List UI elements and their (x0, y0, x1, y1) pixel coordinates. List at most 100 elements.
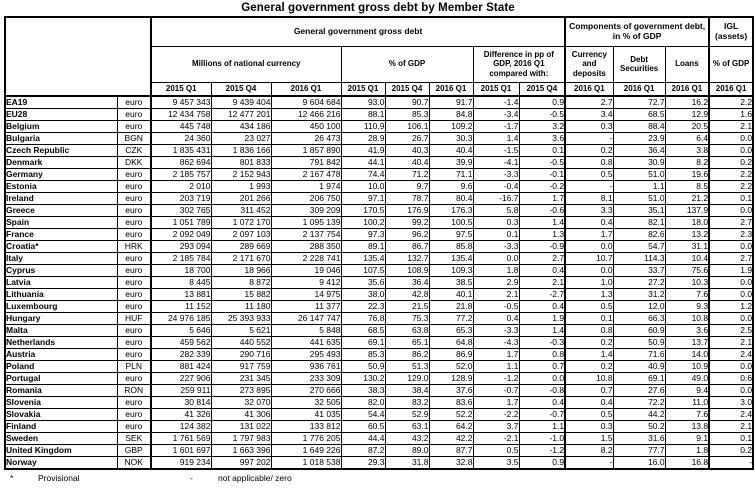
value-cell-millions-2015q4: 1 072 170 (210, 216, 272, 229)
value-cell-debt-securities-2016q1: 77.7 (612, 444, 666, 457)
currency-cell: euro (116, 192, 152, 205)
value-cell-millions-2015q4: 997 202 (210, 456, 272, 470)
value-cell-debt-securities-2016q1: 36.4 (612, 144, 666, 157)
value-cell-diff-vs-2015q4: 1.1 (518, 420, 566, 433)
value-cell-diff-vs-2015q4: 3.6 (518, 132, 566, 145)
value-cell-millions-2015q1: 2 185 757 (150, 168, 212, 181)
value-cell-millions-2016q1: 270 666 (270, 384, 342, 397)
currency-cell: DKK (116, 156, 152, 169)
value-cell-debt-securities-2016q1: 31.2 (612, 288, 666, 301)
value-cell-loans-2016q1: 3.6 (664, 324, 710, 337)
value-cell-diff-vs-2015q4: -0.9 (518, 240, 566, 253)
value-cell-igl-2016q1: 2.1 (708, 336, 754, 349)
value-cell-debt-securities-2016q1: 27.6 (612, 384, 666, 397)
currency-cell: euro (116, 396, 152, 409)
value-cell-loans-2016q1: 49.0 (664, 372, 710, 385)
value-cell-pct-gdp-2015q4: 63.1 (384, 420, 430, 433)
value-cell-debt-securities-2016q1: 72.7 (612, 95, 666, 109)
value-cell-pct-gdp-2015q1: 76.8 (340, 312, 386, 325)
table-row: Estonia euro 2 010 1 993 1 974 10.0 9.7 9.6 -0.4… (4, 180, 754, 193)
value-cell-millions-2016q1: 12 466 216 (270, 108, 342, 121)
value-cell-diff-vs-2015q1: -1.2 (472, 372, 520, 385)
value-cell-igl-2016q1: 2.2 (708, 95, 754, 109)
value-cell-millions-2015q4: 311 452 (210, 204, 272, 217)
country-cell: Sweden (4, 432, 118, 445)
value-cell-pct-gdp-2015q4: 36.4 (384, 276, 430, 289)
value-cell-debt-securities-2016q1: 33.7 (612, 264, 666, 277)
table-row: Poland PLN 881 424 917 759 936 761 50.9 51.3 52… (4, 360, 754, 373)
value-cell-currency-deposits-2016q1: 0.0 (564, 264, 614, 277)
value-cell-pct-gdp-2016q1: 71.1 (428, 168, 474, 181)
page-title: General government gross debt by Member … (241, 2, 515, 14)
table-row: Sweden SEK 1 761 569 1 797 983 1 776 205 44.4… (4, 432, 754, 445)
value-cell-pct-gdp-2015q1: 100.2 (340, 216, 386, 229)
value-cell-millions-2015q4: 201 266 (210, 192, 272, 205)
value-cell-millions-2015q4: 917 759 (210, 360, 272, 373)
value-cell-millions-2015q1: 124 382 (150, 420, 212, 433)
value-cell-diff-vs-2015q1: 0.0 (472, 252, 520, 265)
value-cell-loans-2016q1: 10.9 (664, 360, 710, 373)
value-cell-igl-2016q1: 0.2 (708, 444, 754, 457)
country-cell: Finland (4, 420, 118, 433)
value-cell-igl-2016q1: 0.0 (708, 360, 754, 373)
value-cell-diff-vs-2015q4: 0.4 (518, 396, 566, 409)
value-cell-igl-2016q1: 2.4 (708, 408, 754, 421)
value-cell-pct-gdp-2016q1: 135.4 (428, 252, 474, 265)
value-cell-pct-gdp-2015q1: 110.9 (340, 120, 386, 133)
footnote-symbol-provisional: * (10, 473, 14, 483)
value-cell-loans-2016q1: 14.0 (664, 348, 710, 361)
value-cell-millions-2015q4: 1 993 (210, 180, 272, 193)
value-cell-debt-securities-2016q1: 82.1 (612, 216, 666, 229)
value-cell-pct-gdp-2015q4: 40.4 (384, 156, 430, 169)
value-cell-millions-2016q1: 41 035 (270, 408, 342, 421)
value-cell-millions-2016q1: 1 095 139 (270, 216, 342, 229)
value-cell-pct-gdp-2016q1: 85.8 (428, 240, 474, 253)
value-cell-millions-2015q4: 41 306 (210, 408, 272, 421)
value-cell-millions-2015q1: 11 152 (150, 300, 212, 313)
quarter-label-millions-2015q1: 2015 Q1 (150, 81, 212, 97)
value-cell-currency-deposits-2016q1: 3.3 (564, 204, 614, 217)
quarter-label-diff-vs-2015q4: 2015 Q4 (518, 81, 566, 97)
value-cell-millions-2015q1: 1 761 569 (150, 432, 212, 445)
value-cell-currency-deposits-2016q1: - (564, 180, 614, 193)
report-page: General government gross debt by Member … (4, 2, 755, 483)
value-cell-diff-vs-2015q4: 0.7 (518, 360, 566, 373)
value-cell-igl-2016q1: - (708, 456, 754, 470)
value-cell-diff-vs-2015q1: -2.1 (472, 432, 520, 445)
value-cell-pct-gdp-2015q4: 86.2 (384, 348, 430, 361)
quarter-label-loans-2016q1: 2016 Q1 (664, 81, 710, 97)
value-cell-igl-2016q1: 1.9 (708, 264, 754, 277)
value-cell-millions-2015q1: 293 094 (150, 240, 212, 253)
country-cell: Slovakia (4, 408, 118, 421)
value-cell-currency-deposits-2016q1: 10.7 (564, 252, 614, 265)
value-cell-pct-gdp-2015q1: 50.9 (340, 360, 386, 373)
value-cell-pct-gdp-2016q1: 176.3 (428, 204, 474, 217)
value-cell-pct-gdp-2015q1: 38.3 (340, 384, 386, 397)
value-cell-diff-vs-2015q4: -0.6 (518, 204, 566, 217)
value-cell-igl-2016q1: 1.2 (708, 300, 754, 313)
value-cell-millions-2016q1: 309 209 (270, 204, 342, 217)
value-cell-igl-2016q1: 3.0 (708, 396, 754, 409)
currency-cell: RON (116, 384, 152, 397)
value-cell-diff-vs-2015q4: 1.7 (518, 192, 566, 205)
value-cell-debt-securities-2016q1: 88.4 (612, 120, 666, 133)
value-cell-pct-gdp-2016q1: 30.3 (428, 132, 474, 145)
value-cell-millions-2015q4: 2 171 670 (210, 252, 272, 265)
currency-cell: euro (116, 252, 152, 265)
currency-cell: euro (116, 168, 152, 181)
value-cell-debt-securities-2016q1: 71.6 (612, 348, 666, 361)
value-cell-pct-gdp-2015q1: 44.1 (340, 156, 386, 169)
value-cell-diff-vs-2015q1: 3.5 (472, 456, 520, 470)
value-cell-pct-gdp-2016q1: 9.6 (428, 180, 474, 193)
value-cell-pct-gdp-2015q4: 26.7 (384, 132, 430, 145)
value-cell-debt-securities-2016q1: 50.2 (612, 420, 666, 433)
value-cell-igl-2016q1: 0.0 (708, 240, 754, 253)
value-cell-debt-securities-2016q1: 66.3 (612, 312, 666, 325)
table-header: General government gross debt Components… (4, 16, 754, 97)
value-cell-igl-2016q1: 0.6 (708, 372, 754, 385)
header-debt-securities: Debt Securities (612, 45, 666, 83)
value-cell-currency-deposits-2016q1: 3.4 (564, 108, 614, 121)
country-cell: Germany (4, 168, 118, 181)
quarter-label-pct-gdp-2016q1: 2016 Q1 (428, 81, 474, 97)
value-cell-pct-gdp-2015q1: 69.1 (340, 336, 386, 349)
